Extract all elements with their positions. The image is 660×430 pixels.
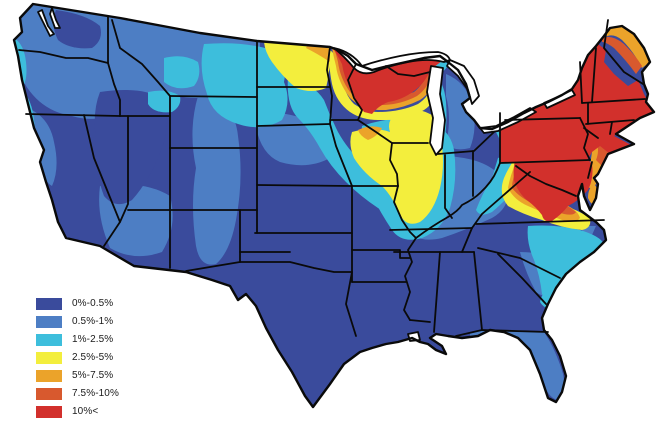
puget-sound-inlets bbox=[37, 7, 61, 37]
contour-band-0-patches bbox=[53, 10, 167, 205]
legend-item: 7.5%-10% bbox=[36, 388, 119, 400]
legend-swatch bbox=[36, 334, 62, 346]
legend-label: 0%-0.5% bbox=[72, 298, 114, 309]
legend-label: 0.5%-1% bbox=[72, 316, 114, 327]
legend-item: 2.5%-5% bbox=[36, 352, 119, 364]
us-outline bbox=[12, 2, 656, 409]
legend-swatch bbox=[36, 316, 62, 328]
legend-label: 10%< bbox=[72, 406, 99, 417]
legend-item: 10%< bbox=[36, 406, 119, 418]
legend-label: 1%-2.5% bbox=[72, 334, 114, 345]
legend: 0%-0.5% 0.5%-1% 1%-2.5% 2.5%-5% 5%-7.5% bbox=[36, 298, 119, 424]
legend-swatch bbox=[36, 370, 62, 382]
legend-label: 7.5%-10% bbox=[72, 388, 119, 399]
legend-item: 5%-7.5% bbox=[36, 370, 119, 382]
legend-swatch bbox=[36, 298, 62, 310]
contour-band-6 bbox=[331, 44, 654, 222]
legend-swatch bbox=[36, 388, 62, 400]
lake-michigan-shape bbox=[426, 65, 446, 156]
legend-item: 1%-2.5% bbox=[36, 334, 119, 346]
lake-huron-shape bbox=[446, 59, 480, 105]
legend-swatch bbox=[36, 406, 62, 418]
legend-item: 0%-0.5% bbox=[36, 298, 119, 310]
legend-label: 2.5%-5% bbox=[72, 352, 114, 363]
legend-item: 0.5%-1% bbox=[36, 316, 119, 328]
legend-label: 5%-7.5% bbox=[72, 370, 114, 381]
legend-swatch bbox=[36, 352, 62, 364]
